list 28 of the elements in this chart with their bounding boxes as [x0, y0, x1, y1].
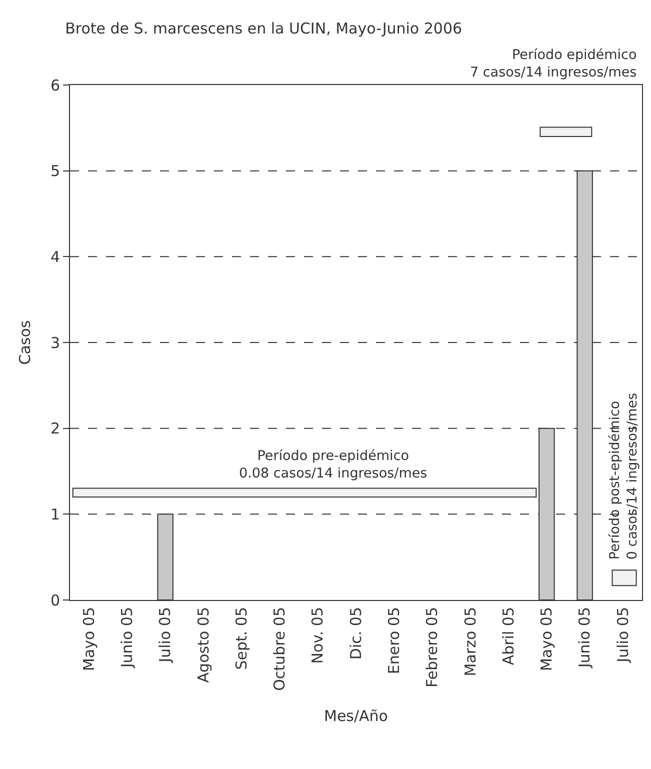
annotation: Período pre-epidémico 0.08 casos/14 ingresos/mes — [239, 448, 428, 482]
x-tick-label: Dic. 05 — [346, 607, 365, 660]
x-tick-label: Julio 05 — [156, 607, 174, 664]
y-tick-label: 2 — [50, 420, 60, 438]
text: Período epidémico 7 casos/14 ingresos/mes — [470, 47, 637, 81]
y-tick-label: 6 — [50, 76, 60, 94]
annotation: Período post-epidémico 0 casos/14 ingresos/mes — [606, 392, 640, 560]
x-tick-label: Agosto 05 — [194, 607, 212, 683]
y-tick-label: 0 — [50, 591, 60, 610]
y-tick-label: 4 — [50, 248, 60, 266]
x-tick-label: Julio 05 — [614, 607, 632, 664]
y-tick-label: 5 — [50, 162, 60, 180]
x-tick-label: Enero 05 — [385, 607, 404, 674]
x-tick-label: Junio 05 — [118, 607, 136, 669]
x-tick-label: Nov. 05 — [308, 607, 327, 664]
x-tick-label: Mayo 05 — [80, 607, 98, 672]
x-tick-label: Marzo 05 — [461, 607, 480, 676]
x-tick-label: Febrero 05 — [423, 607, 442, 688]
chart-title: Brote de S. marcescens en la UCIN, Mayo-Junio 2006 — [65, 20, 462, 38]
x-tick-label: Junio 05 — [576, 607, 594, 669]
x-tick-label: Sept. 05 — [232, 607, 250, 670]
x-tick-label: Octubre 05 — [270, 607, 289, 691]
x-tick-label: Mayo 05 — [538, 607, 556, 672]
x-tick-label: Abril 05 — [499, 607, 518, 666]
x-axis-title: Mes/Año — [324, 706, 388, 725]
y-tick-label: 1 — [50, 505, 60, 524]
y-tick-label: 3 — [50, 334, 60, 352]
y-axis-title: Casos — [16, 320, 34, 365]
